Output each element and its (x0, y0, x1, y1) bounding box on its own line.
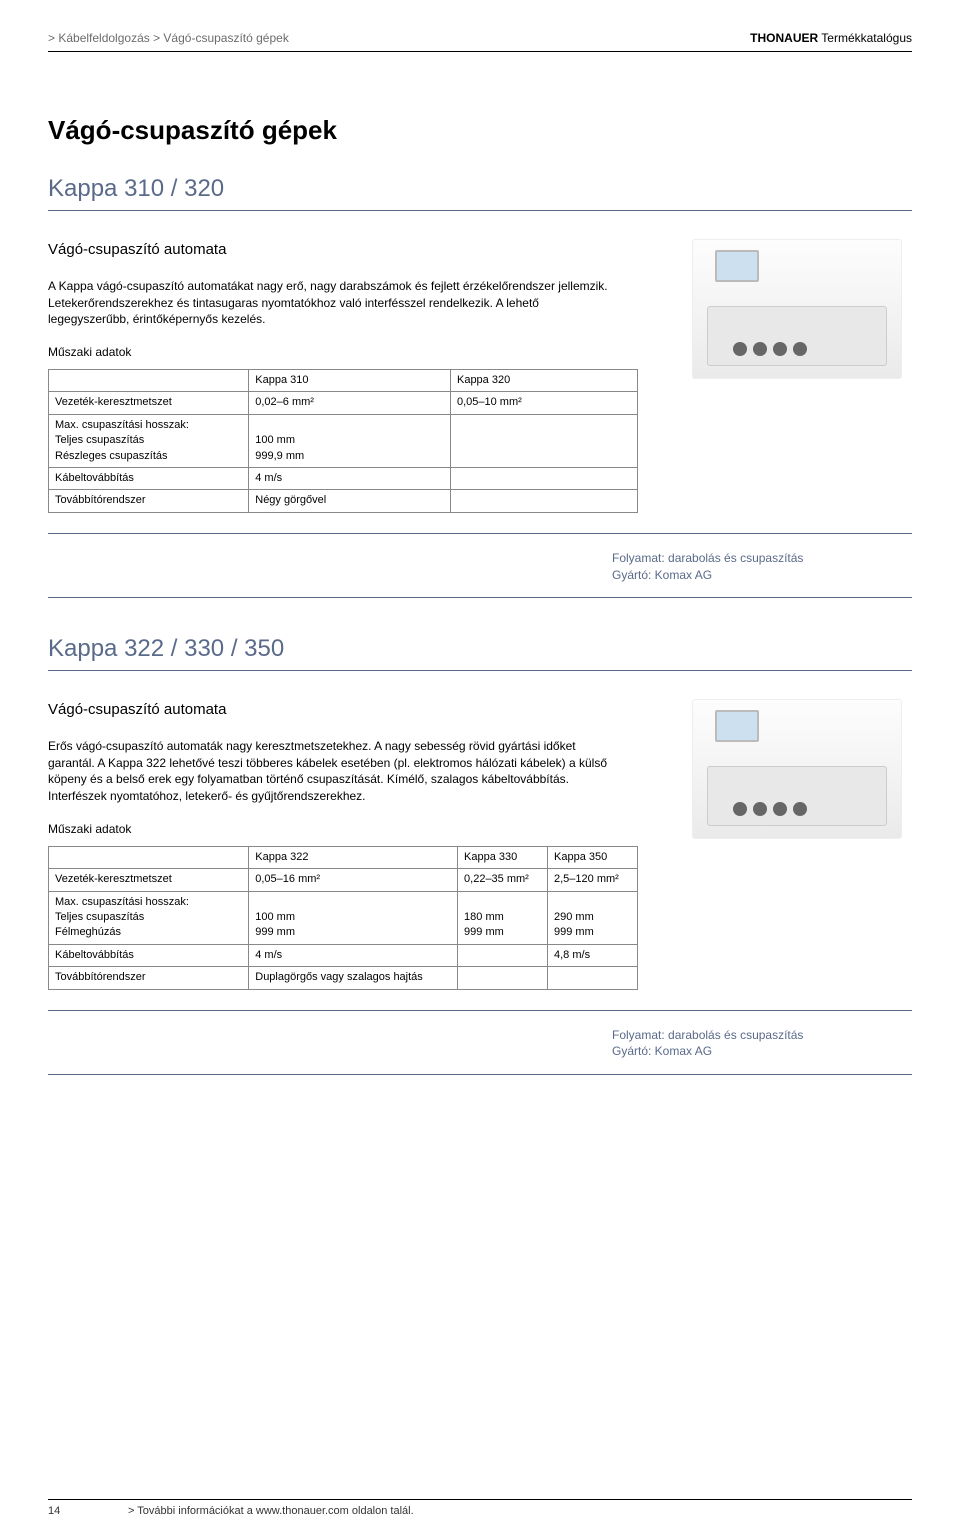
table-header-cell (49, 369, 249, 391)
catalog-brand: THONAUER Termékkatalógus (750, 30, 912, 47)
table-cell: 0,05–16 mm² (249, 869, 458, 891)
table-cell (458, 967, 548, 989)
machine-body-icon (707, 306, 887, 366)
page-header: > Kábelfeldolgozás > Vágó-csupaszító gép… (48, 30, 912, 52)
table-cell: Kábeltovábbítás (49, 467, 249, 489)
product2-process: Folyamat: darabolás és csupaszítás (612, 1027, 912, 1044)
product2-description: Erős vágó-csupaszító automaták nagy kere… (48, 738, 608, 805)
machine-body-icon (707, 766, 887, 826)
table-cell (458, 944, 548, 966)
table-header-cell: Kappa 350 (548, 846, 638, 868)
table-cell: Vezeték-keresztmetszet (49, 392, 249, 414)
product1-meta-wrap: Folyamat: darabolás és csupaszítás Gyárt… (48, 533, 912, 599)
table-cell: Max. csupaszítási hosszak: Teljes csupas… (49, 891, 249, 944)
table-header-cell: Kappa 322 (249, 846, 458, 868)
product2-right (692, 699, 912, 1000)
product1-table-wrap: Kappa 310Kappa 320Vezeték-keresztmetszet… (48, 369, 638, 513)
product1-spec-table: Kappa 310Kappa 320Vezeték-keresztmetszet… (48, 369, 638, 513)
table-header-cell: Kappa 310 (249, 369, 451, 391)
table-cell: 2,5–120 mm² (548, 869, 638, 891)
page-footer: 14 > További információkat a www.thonaue… (48, 1499, 912, 1519)
product1-spec-label: Műszaki adatok (48, 344, 668, 361)
table-cell: 4,8 m/s (548, 944, 638, 966)
table-cell: 0,22–35 mm² (458, 869, 548, 891)
table-cell: 0,02–6 mm² (249, 392, 451, 414)
product2-spec-label: Műszaki adatok (48, 821, 668, 838)
table-cell (450, 490, 637, 512)
machine-rollers-icon (733, 342, 807, 356)
product2-meta-wrap: Folyamat: darabolás és csupaszítás Gyárt… (48, 1010, 912, 1076)
table-cell: Duplagörgős vagy szalagos hajtás (249, 967, 458, 989)
footer-more-info: > További információkat a www.thonauer.c… (128, 1504, 414, 1519)
table-cell: 100 mm 999,9 mm (249, 414, 451, 467)
table-header-cell: Kappa 320 (450, 369, 637, 391)
table-cell: Kábeltovábbítás (49, 944, 249, 966)
table-row: Vezeték-keresztmetszet0,02–6 mm²0,05–10 … (49, 392, 638, 414)
section-title: Vágó-csupaszító gépek (48, 112, 912, 148)
product1-block: Vágó-csupaszító automata A Kappa vágó-cs… (48, 239, 912, 523)
machine-screen-icon (715, 250, 759, 282)
table-row: TovábbítórendszerDuplagörgős vagy szalag… (49, 967, 638, 989)
product1-process: Folyamat: darabolás és csupaszítás (612, 550, 912, 567)
table-cell: 180 mm 999 mm (458, 891, 548, 944)
product2-image (692, 699, 902, 839)
table-cell: 4 m/s (249, 467, 451, 489)
product2-subhead: Vágó-csupaszító automata (48, 699, 668, 720)
product2-block: Vágó-csupaszító automata Erős vágó-csupa… (48, 699, 912, 1000)
table-row: TovábbítórendszerNégy görgővel (49, 490, 638, 512)
table-row: Vezeték-keresztmetszet0,05–16 mm²0,22–35… (49, 869, 638, 891)
brand-rest: Termékkatalógus (818, 31, 912, 45)
machine-screen-icon (715, 710, 759, 742)
machine-rollers-icon (733, 802, 807, 816)
brand-bold: THONAUER (750, 31, 818, 45)
table-cell: 100 mm 999 mm (249, 891, 458, 944)
table-cell: Vezeték-keresztmetszet (49, 869, 249, 891)
model-title-2: Kappa 322 / 330 / 350 (48, 632, 912, 671)
product2-manufacturer: Gyártó: Komax AG (612, 1043, 912, 1060)
table-cell (450, 467, 637, 489)
product1-right (692, 239, 912, 523)
product2-meta: Folyamat: darabolás és csupaszítás Gyárt… (612, 1021, 912, 1061)
breadcrumb: > Kábelfeldolgozás > Vágó-csupaszító gép… (48, 30, 289, 47)
table-row: Max. csupaszítási hosszak: Teljes csupas… (49, 891, 638, 944)
table-cell: Négy görgővel (249, 490, 451, 512)
product1-manufacturer: Gyártó: Komax AG (612, 567, 912, 584)
table-row: Max. csupaszítási hosszak: Teljes csupas… (49, 414, 638, 467)
product1-left: Vágó-csupaszító automata A Kappa vágó-cs… (48, 239, 668, 523)
table-cell: Továbbítórendszer (49, 967, 249, 989)
product2-spec-table: Kappa 322Kappa 330Kappa 350Vezeték-keres… (48, 846, 638, 990)
table-header-cell: Kappa 330 (458, 846, 548, 868)
page: > Kábelfeldolgozás > Vágó-csupaszító gép… (0, 0, 960, 1539)
table-cell: 290 mm 999 mm (548, 891, 638, 944)
table-row: Kábeltovábbítás4 m/s 4,8 m/s (49, 944, 638, 966)
product1-subhead: Vágó-csupaszító automata (48, 239, 668, 260)
product1-image (692, 239, 902, 379)
table-cell: Továbbítórendszer (49, 490, 249, 512)
page-number: 14 (48, 1504, 68, 1519)
table-cell: 0,05–10 mm² (450, 392, 637, 414)
product1-meta: Folyamat: darabolás és csupaszítás Gyárt… (612, 544, 912, 584)
table-row: Kábeltovábbítás4 m/s (49, 467, 638, 489)
model-title-1: Kappa 310 / 320 (48, 172, 912, 211)
product2-left: Vágó-csupaszító automata Erős vágó-csupa… (48, 699, 668, 1000)
table-cell (450, 414, 637, 467)
table-cell: Max. csupaszítási hosszak: Teljes csupas… (49, 414, 249, 467)
table-cell: 4 m/s (249, 944, 458, 966)
product1-description: A Kappa vágó-csupaszító automatákat nagy… (48, 278, 608, 328)
table-header-cell (49, 846, 249, 868)
table-cell (548, 967, 638, 989)
product2-table-wrap: Kappa 322Kappa 330Kappa 350Vezeték-keres… (48, 846, 638, 990)
